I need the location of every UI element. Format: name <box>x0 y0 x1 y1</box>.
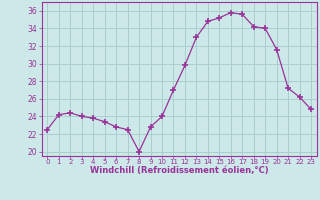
X-axis label: Windchill (Refroidissement éolien,°C): Windchill (Refroidissement éolien,°C) <box>90 166 268 175</box>
